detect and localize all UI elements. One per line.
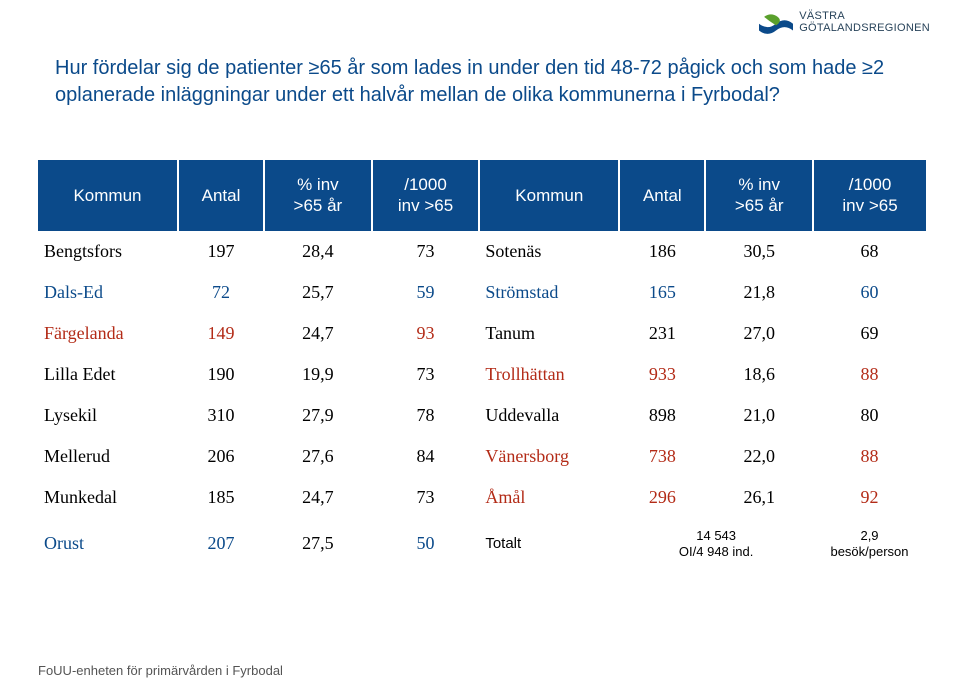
table-cell: Lysekil [38, 395, 178, 436]
table-cell: 80 [813, 395, 926, 436]
table-cell: 310 [178, 395, 264, 436]
table-cell: 2,9besök/person [813, 518, 926, 571]
table-cell: 186 [619, 231, 705, 272]
header-row: Kommun Antal % inv>65 år /1000inv >65 Ko… [38, 160, 926, 231]
slide-title: Hur fördelar sig de patienter ≥65 år som… [55, 55, 900, 109]
col-per-r: /1000inv >65 [813, 160, 926, 231]
table-cell: Trollhättan [479, 354, 619, 395]
col-pct-r: % inv>65 år [705, 160, 813, 231]
table-cell: Lilla Edet [38, 354, 178, 395]
table-cell: Mellerud [38, 436, 178, 477]
col-kommun-r: Kommun [479, 160, 619, 231]
table-cell: 73 [372, 477, 480, 518]
table-cell: 50 [372, 518, 480, 571]
table-cell: Strömstad [479, 272, 619, 313]
table-cell: 27,0 [705, 313, 813, 354]
table-cell: 84 [372, 436, 480, 477]
table-cell: 898 [619, 395, 705, 436]
table-cell: 25,7 [264, 272, 372, 313]
table-cell: 27,9 [264, 395, 372, 436]
table-cell: 738 [619, 436, 705, 477]
table-row: Dals-Ed7225,759Strömstad16521,860 [38, 272, 926, 313]
table-cell: 73 [372, 231, 480, 272]
table-row: Munkedal18524,773Åmål29626,192 [38, 477, 926, 518]
col-kommun-l: Kommun [38, 160, 178, 231]
table-cell: 197 [178, 231, 264, 272]
table-cell: Orust [38, 518, 178, 571]
table-cell: 933 [619, 354, 705, 395]
table-cell: Vänersborg [479, 436, 619, 477]
table-cell: Munkedal [38, 477, 178, 518]
col-antal-l: Antal [178, 160, 264, 231]
table-cell: 27,6 [264, 436, 372, 477]
table-cell: 72 [178, 272, 264, 313]
logo-text: VÄSTRA GÖTALANDSREGIONEN [799, 10, 930, 34]
col-per-l: /1000inv >65 [372, 160, 480, 231]
table-cell: 28,4 [264, 231, 372, 272]
table-cell: 206 [178, 436, 264, 477]
table-cell: 21,0 [705, 395, 813, 436]
table-cell: Färgelanda [38, 313, 178, 354]
table-cell: 185 [178, 477, 264, 518]
col-antal-r: Antal [619, 160, 705, 231]
table-row: Färgelanda14924,793Tanum23127,069 [38, 313, 926, 354]
table-cell: Uddevalla [479, 395, 619, 436]
table-cell: 27,5 [264, 518, 372, 571]
table-cell: 24,7 [264, 313, 372, 354]
table-cell: Dals-Ed [38, 272, 178, 313]
table-cell: Bengtsfors [38, 231, 178, 272]
table-row: Mellerud20627,684Vänersborg73822,088 [38, 436, 926, 477]
table-row: Lysekil31027,978Uddevalla89821,080 [38, 395, 926, 436]
org-logo: VÄSTRA GÖTALANDSREGIONEN [759, 8, 930, 36]
table-cell: 207 [178, 518, 264, 571]
table-row: Lilla Edet19019,973Trollhättan93318,688 [38, 354, 926, 395]
table-cell: 14 543OI/4 948 ind. [619, 518, 813, 571]
table-cell: 59 [372, 272, 480, 313]
logo-mark-icon [759, 8, 793, 36]
table-row: Bengtsfors19728,473Sotenäs18630,568 [38, 231, 926, 272]
table-row: Orust20727,550Totalt14 543OI/4 948 ind.2… [38, 518, 926, 571]
table-cell: 88 [813, 354, 926, 395]
table-cell: Tanum [479, 313, 619, 354]
logo-line2: GÖTALANDSREGIONEN [799, 22, 930, 34]
col-pct-l: % inv>65 år [264, 160, 372, 231]
table-cell: 93 [372, 313, 480, 354]
table-cell: 296 [619, 477, 705, 518]
table-cell: Åmål [479, 477, 619, 518]
table-cell: 69 [813, 313, 926, 354]
table-cell: 92 [813, 477, 926, 518]
table-cell: 149 [178, 313, 264, 354]
table-cell: 21,8 [705, 272, 813, 313]
table-cell: 73 [372, 354, 480, 395]
table-cell: 19,9 [264, 354, 372, 395]
table-cell: 30,5 [705, 231, 813, 272]
table-cell: 26,1 [705, 477, 813, 518]
table-cell: 88 [813, 436, 926, 477]
footnote: FoUU-enheten för primärvården i Fyrbodal [38, 663, 283, 678]
logo-line1: VÄSTRA [799, 10, 930, 22]
table-cell: 78 [372, 395, 480, 436]
table-cell: 190 [178, 354, 264, 395]
table-cell: 68 [813, 231, 926, 272]
table-cell: 60 [813, 272, 926, 313]
table-cell: 22,0 [705, 436, 813, 477]
table-cell: 24,7 [264, 477, 372, 518]
table-cell: 18,6 [705, 354, 813, 395]
table-cell: Totalt [479, 518, 619, 571]
data-table: Kommun Antal % inv>65 år /1000inv >65 Ko… [38, 160, 926, 570]
table-cell: 165 [619, 272, 705, 313]
table-cell: Sotenäs [479, 231, 619, 272]
table-cell: 231 [619, 313, 705, 354]
